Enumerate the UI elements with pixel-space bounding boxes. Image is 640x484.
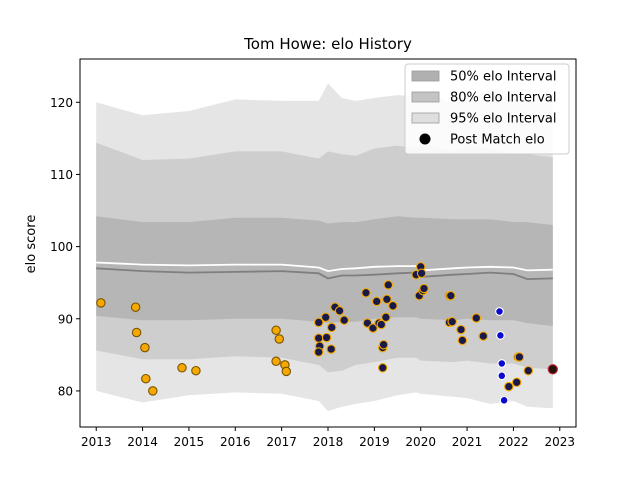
x-tick-label-8: 2021 (452, 435, 483, 449)
data-point-12 (281, 366, 292, 377)
data-point-17 (320, 312, 331, 323)
legend-box (404, 63, 570, 155)
data-point-20 (326, 344, 336, 354)
data-point-14 (313, 333, 324, 343)
data-point-0 (96, 298, 106, 308)
data-point-57 (511, 377, 522, 388)
data-point-8 (271, 325, 281, 336)
data-point-50 (478, 331, 489, 341)
data-point-52 (496, 331, 505, 340)
data-point-2 (131, 327, 142, 338)
data-point-5 (148, 386, 158, 396)
data-point-27 (371, 296, 382, 307)
data-point-40 (416, 268, 427, 279)
x-tick-label-5: 2018 (313, 435, 344, 449)
data-point-54 (497, 371, 507, 381)
data-point-56 (504, 381, 514, 392)
chart-title: Tom Howe: elo History (243, 35, 412, 53)
y-axis-label: elo score (24, 215, 39, 274)
data-point-46 (447, 316, 457, 327)
x-tick-label-4: 2017 (266, 435, 297, 449)
x-tick-label-10: 2023 (545, 435, 576, 449)
legend-swatch-2 (411, 112, 440, 124)
x-tick-label-7: 2020 (405, 435, 436, 449)
data-point-6 (177, 363, 187, 373)
median-line (96, 267, 553, 281)
data-point-34 (382, 294, 392, 305)
data-point-18 (321, 332, 332, 343)
x-tick-label-6: 2019 (359, 435, 390, 449)
band-50-interval (96, 216, 553, 326)
data-point-32 (377, 363, 388, 373)
y-tick-label-0: 80 (58, 384, 73, 398)
x-tick-label-2: 2015 (174, 435, 205, 449)
data-point-42 (419, 283, 429, 294)
data-point-36 (388, 301, 398, 311)
legend-label-2: 95% elo Interval (450, 112, 557, 127)
data-point-48 (457, 335, 468, 346)
x-tick-label-1: 2014 (127, 435, 158, 449)
legend-label-0: 50% elo Interval (450, 70, 557, 85)
data-point-53 (497, 359, 507, 368)
data-point-1 (130, 302, 141, 312)
data-point-33 (381, 312, 391, 323)
legend-swatch-0 (411, 70, 440, 82)
x-tick-label-3: 2016 (220, 435, 251, 449)
x-tick-label-9: 2022 (498, 435, 529, 449)
data-point-49 (471, 313, 482, 323)
legend-marker-3 (419, 133, 431, 145)
data-point-10 (271, 356, 281, 367)
plot-area: 2013 2014 2015 2016 2017 2018 2019 2020 2021 2022… (50, 58, 577, 449)
data-point-9 (274, 334, 285, 344)
legend-label-1: 80% elo Interval (450, 91, 557, 106)
data-point-61 (547, 364, 558, 375)
y-tick-label-2: 100 (50, 240, 73, 254)
data-point-23 (339, 315, 349, 325)
y-tick-label-4: 120 (50, 96, 73, 110)
data-point-55 (499, 395, 509, 405)
x-tick-label-0: 2013 (81, 435, 112, 449)
data-point-59 (514, 352, 525, 362)
data-point-3 (140, 342, 150, 353)
mean-line (96, 261, 553, 273)
data-point-7 (191, 365, 201, 376)
data-point-24 (361, 288, 371, 298)
data-point-22 (334, 306, 345, 316)
data-point-29 (376, 319, 387, 330)
y-tick-label-1: 90 (58, 312, 73, 326)
legend-swatch-1 (411, 91, 440, 103)
legend-label-3: Post Match elo (450, 133, 545, 148)
data-point-44 (446, 290, 456, 301)
legend: 50% elo Interval 80% elo Interval 95% elo … (404, 63, 570, 155)
y-tick-label-3: 110 (50, 168, 73, 182)
data-point-16 (313, 347, 324, 357)
data-point-26 (368, 323, 378, 333)
data-point-4 (141, 373, 151, 384)
data-point-51 (495, 307, 504, 316)
data-point-47 (456, 324, 466, 335)
data-point-35 (383, 280, 394, 290)
data-point-19 (326, 322, 337, 333)
data-point-60 (523, 365, 534, 376)
data-point-13 (313, 317, 324, 328)
data-point-31 (378, 339, 389, 350)
